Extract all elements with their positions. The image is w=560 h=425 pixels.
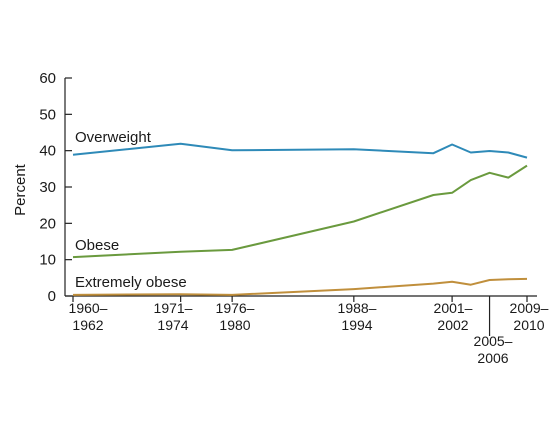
series-label: Extremely obese bbox=[75, 274, 187, 291]
y-tick-label: 0 bbox=[48, 288, 56, 305]
series-line-extremely-obese bbox=[72, 277, 528, 296]
series-label: Overweight bbox=[75, 129, 152, 146]
y-tick-label: 30 bbox=[39, 179, 56, 196]
series-labels: Overweight Obese Extremely obese bbox=[75, 129, 187, 291]
series-line-overweight bbox=[72, 142, 528, 159]
y-tick-label: 60 bbox=[39, 70, 56, 87]
series-label: Obese bbox=[75, 237, 119, 254]
y-axis-title: Percent bbox=[12, 163, 29, 216]
x-tick-label: 1971– 1974 bbox=[154, 300, 193, 333]
y-tick-label: 20 bbox=[39, 215, 56, 232]
y-tick-label: 40 bbox=[39, 143, 56, 160]
y-tick-label: 10 bbox=[39, 252, 56, 269]
x-axis: 1960– 1962 1971– 1974 1976– 1980 1988– 1994 2001… bbox=[65, 295, 549, 366]
x-tick-label: 1988– 1994 bbox=[338, 300, 377, 333]
x-tick-label: 2005– 2006 bbox=[474, 333, 513, 366]
x-tick-label: 1976– 1980 bbox=[216, 300, 255, 333]
x-tick-label: 2001– 2002 bbox=[434, 300, 473, 333]
x-tick-label: 2009– 2010 bbox=[510, 300, 549, 333]
series-line-obese bbox=[72, 164, 528, 259]
y-tick-label: 50 bbox=[39, 106, 56, 123]
x-tick-label: 1960– 1962 bbox=[69, 300, 108, 333]
y-axis: 0 10 20 30 40 50 60 bbox=[39, 70, 72, 305]
series-group bbox=[72, 142, 528, 296]
